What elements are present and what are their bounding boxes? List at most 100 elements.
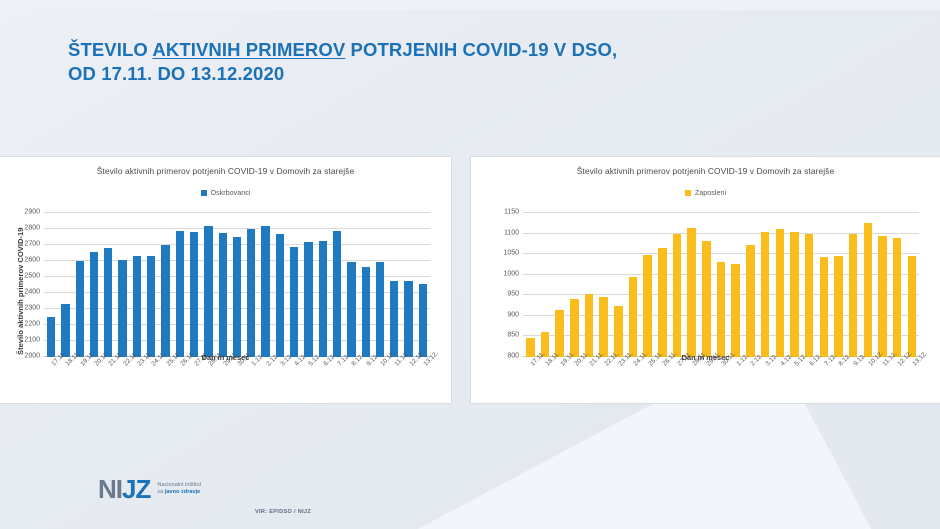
- bar: [189, 232, 199, 357]
- x-axis-tick: 23.11.: [130, 350, 153, 397]
- logo-subtitle-prefix: za: [157, 489, 165, 495]
- nijz-logo: NIJZ Nacionalni inštitut za javno zdravj…: [98, 476, 201, 502]
- bar-cell: [816, 213, 831, 357]
- bar-cell: [244, 213, 258, 357]
- y-axis-tick-label: 2800: [24, 224, 40, 232]
- x-axis-tick: 26.11.: [173, 350, 196, 397]
- bar: [247, 228, 256, 357]
- x-axis-tick: 2.12.: [258, 352, 280, 397]
- x-axis-tick: 7.12.: [816, 352, 838, 397]
- y-axis-tick-label: 1150: [503, 208, 519, 216]
- bar-cell: [582, 213, 597, 357]
- logo-wordmark-ni: NI: [98, 474, 123, 504]
- gridline: 1100: [504, 229, 919, 236]
- y-axis-tick-label: 2200: [24, 320, 40, 328]
- y-axis-tick-label: 2900: [24, 208, 40, 216]
- bar-cell: [273, 213, 287, 357]
- bar: [760, 231, 770, 357]
- bar: [132, 256, 142, 357]
- x-axis-tick: 24.11.: [144, 350, 168, 397]
- bar-cell: [201, 213, 215, 357]
- x-axis-tick: 6.12.: [802, 352, 823, 397]
- bar: [218, 233, 227, 357]
- logo-wordmark: NIJZ: [98, 474, 151, 504]
- y-axis-tick-label: 900: [507, 311, 519, 319]
- bar-cell: [416, 213, 430, 357]
- chart-title-right: Število aktivnih primerov potrjenih COVI…: [576, 166, 835, 176]
- bar: [746, 245, 755, 357]
- bar: [863, 223, 873, 357]
- bar-cell: [287, 213, 301, 357]
- y-axis-tick-label: 2400: [24, 288, 40, 296]
- x-axis-tick: 10.12.: [860, 350, 885, 397]
- bar-cell: [596, 213, 611, 357]
- legend-label-oskrbovanci: Oskrbovanci: [210, 188, 251, 197]
- x-axis-tick: 30.11.: [230, 350, 253, 397]
- bar: [118, 259, 127, 357]
- bar-cell: [758, 213, 773, 357]
- y-axis-tick-label: 850: [507, 331, 519, 339]
- x-axis-tick: 6.12.: [316, 352, 337, 397]
- x-axis-tick: 20.11.: [87, 350, 110, 397]
- bar-cell: [316, 213, 330, 357]
- x-axis-tick: 29.11.: [216, 350, 239, 397]
- bar-cell: [860, 213, 875, 357]
- bar-cell: [173, 213, 187, 357]
- legend-label-zaposleni: Zaposleni: [694, 188, 727, 197]
- bar-cell: [359, 213, 373, 357]
- y-axis-tick-label: 2100: [24, 336, 40, 344]
- legend-swatch-zaposleni: [684, 189, 691, 196]
- x-axis-tick: 28.11.: [684, 350, 708, 397]
- bar: [404, 281, 413, 357]
- bar-cell: [655, 213, 670, 357]
- x-axis-tick: 11.12.: [875, 350, 899, 397]
- y-axis-tick-label: 1100: [503, 229, 519, 237]
- bar-cell: [904, 213, 919, 357]
- gridline: 2900: [24, 209, 430, 216]
- bar: [658, 248, 667, 357]
- x-axis-tick: 8.12.: [344, 352, 366, 397]
- x-axis-tick: 4.12.: [772, 352, 794, 397]
- logo-wordmark-jz: JZ: [122, 474, 151, 504]
- bar: [347, 261, 356, 357]
- y-axis-tick-label: 2000: [24, 352, 40, 360]
- bar-cell: [373, 213, 387, 357]
- bar-cell: [58, 213, 72, 357]
- bar-cell: [611, 213, 626, 357]
- x-axis-tick: 29.11.: [699, 350, 723, 397]
- y-axis-tick-label: 2700: [24, 240, 40, 248]
- bar-cell: [538, 213, 553, 357]
- source-note: VIR: EPIDSO / NIJZ: [255, 509, 312, 515]
- bar: [418, 283, 427, 357]
- bar: [555, 309, 564, 357]
- y-axis-tick-label: 2600: [24, 256, 40, 264]
- bar-cell: [831, 213, 846, 357]
- page-title: ŠTEVILO AKTIVNIH PRIMEROV POTRJENIH COVI…: [68, 38, 768, 86]
- x-axis-title-left: Dan in mesec: [201, 353, 250, 362]
- bar: [332, 231, 342, 357]
- bar: [390, 280, 399, 357]
- x-axis-tick: 17.11.: [44, 350, 67, 397]
- bar-cell: [73, 213, 87, 357]
- gridline: 2800: [24, 225, 430, 232]
- x-axis-tick: 10.12.: [373, 350, 397, 397]
- bar: [687, 228, 696, 357]
- bar: [878, 236, 887, 357]
- bar-cell: [699, 213, 714, 357]
- x-axis-tick: 21.11.: [101, 350, 125, 397]
- x-axis-tick: 25.11.: [640, 350, 664, 397]
- bar-cell: [640, 213, 655, 357]
- x-axis-tick: 7.12.: [330, 352, 351, 397]
- bar-cell: [743, 213, 758, 357]
- bar: [672, 233, 682, 357]
- bar: [232, 236, 242, 357]
- y-axis-tick-label: 2500: [24, 272, 40, 280]
- x-axis-tick: 5.12.: [787, 352, 809, 397]
- x-axis-tick: 28.11.: [201, 350, 225, 397]
- x-axis-tick: 18.11.: [538, 350, 561, 397]
- title-segment-underlined: AKTIVNIH PRIMEROV: [152, 39, 346, 60]
- bar-cell: [787, 213, 802, 357]
- y-axis-tick-label: 2300: [24, 304, 40, 312]
- bar: [775, 229, 784, 357]
- gridline: 1150: [504, 209, 919, 216]
